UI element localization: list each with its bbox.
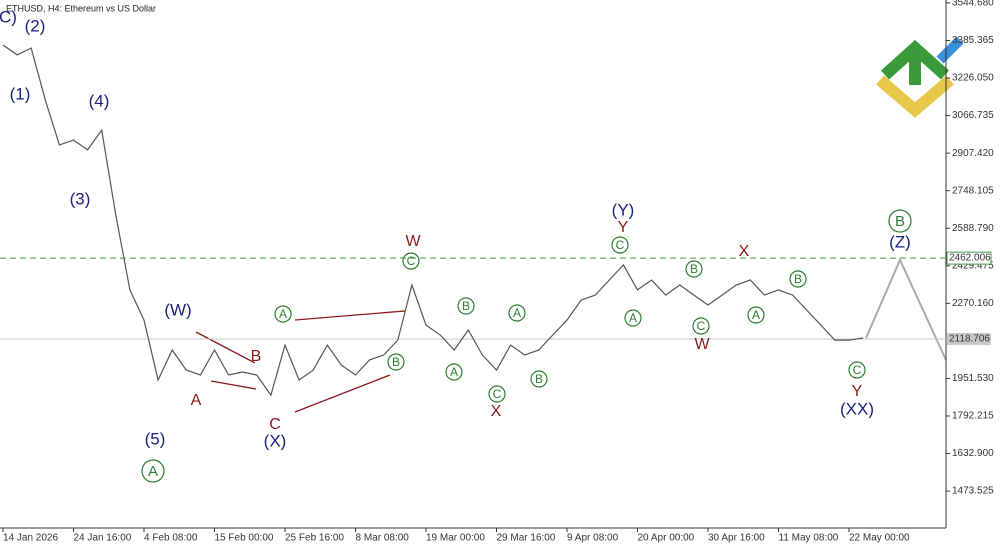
x-tick-label: 24 Jan 16:00: [74, 533, 132, 544]
y-tick-label: 2270.160: [952, 298, 994, 309]
trend-line: [210, 380, 257, 390]
wave-label: C: [697, 319, 706, 333]
wave-label: C: [853, 363, 862, 377]
wave-label: X: [491, 403, 502, 420]
wave-label: (Y): [612, 200, 635, 219]
level-label: 2462.006: [949, 253, 991, 264]
x-tick-label: 4 Feb 08:00: [144, 533, 198, 544]
wave-label: Y: [852, 383, 863, 400]
wave-label: (Z): [889, 232, 911, 251]
wave-circle: [530, 370, 548, 388]
x-tick-label: 9 Apr 08:00: [567, 533, 619, 544]
logo: [876, 36, 964, 118]
wave-circle: [457, 297, 475, 315]
wave-label: B: [794, 272, 802, 286]
current-price-box: [947, 333, 991, 346]
wave-label: B: [392, 355, 400, 369]
wave-label: (4): [89, 91, 110, 110]
x-tick-label: 29 Mar 16:00: [497, 533, 556, 544]
x-tick-label: 11 May 08:00: [779, 533, 839, 544]
y-tick-label: 2748.105: [952, 185, 994, 196]
wave-label: B: [251, 348, 262, 365]
y-tick-label: 2588.790: [952, 223, 994, 234]
wave-circle: [685, 260, 703, 278]
wave-label: (W): [164, 300, 191, 319]
wave-circle: [488, 385, 506, 403]
wave-label: (5): [145, 429, 166, 448]
x-tick-label: 22 May 00:00: [849, 533, 910, 544]
wave-label: C: [616, 238, 625, 252]
x-tick-label: 19 Mar 00:00: [426, 533, 485, 544]
wave-label: (X): [264, 431, 287, 450]
x-tick-label: 20 Apr 00:00: [638, 533, 695, 544]
level-label-box: [946, 251, 992, 265]
wave-label: A: [148, 463, 158, 480]
wave-label: Y: [618, 219, 629, 236]
wave-lines: [195, 310, 406, 413]
wave-circle: [611, 236, 629, 254]
wave-label: W: [405, 233, 421, 250]
wave-label: A: [450, 365, 458, 379]
logo-blue: [936, 36, 964, 64]
wave-circle: [402, 252, 420, 270]
wave-circle: [789, 270, 807, 288]
x-tick-label: 15 Feb 00:00: [215, 533, 274, 544]
wave-circle: [624, 309, 642, 327]
y-tick-label: 1632.900: [952, 448, 994, 459]
wave-circle: [692, 317, 710, 335]
current-price-label: 2118.706: [949, 334, 990, 345]
wave-circle: [445, 363, 463, 381]
wave-label: C: [407, 254, 416, 268]
wave-label: B: [462, 299, 470, 313]
wave-label: (2): [25, 16, 46, 35]
wave-label: A: [513, 306, 521, 320]
trend-line: [195, 331, 256, 364]
wave-label: A: [629, 311, 637, 325]
wave-label: B: [535, 372, 543, 386]
wave-label: C: [493, 387, 502, 401]
wave-circle: [888, 209, 912, 233]
projection: [865, 257, 947, 361]
x-tick-label: 30 Apr 16:00: [708, 533, 765, 544]
y-tick-label: 2907.420: [952, 148, 994, 159]
wave-label: (3): [70, 189, 91, 208]
wave-label: X: [739, 243, 750, 260]
wave-label: A: [191, 392, 202, 409]
wave-circle: [274, 305, 292, 323]
wave-label: C): [0, 7, 17, 26]
y-tick-label: 3226.050: [952, 73, 994, 84]
x-tick-label: 14 Jan 2026: [3, 533, 58, 544]
wave-label: (XX): [840, 399, 874, 418]
wave-label: B: [895, 213, 905, 230]
wave-circle: [747, 306, 765, 324]
price-line: [2, 44, 864, 397]
x-tick-label: 8 Mar 08:00: [356, 533, 410, 544]
trend-line: [294, 310, 406, 321]
y-tick-label: 3385.365: [952, 35, 994, 46]
wave-label: B: [690, 262, 698, 276]
wave-label: A: [279, 307, 287, 321]
wave-circle: [141, 459, 165, 483]
x-tick-label: 25 Feb 16:00: [285, 533, 344, 544]
wave-label: A: [752, 308, 760, 322]
wave-circle: [508, 304, 526, 322]
y-tick-label: 1951.530: [952, 373, 994, 384]
wave-label: C: [269, 416, 281, 433]
wave-label: W: [694, 336, 710, 353]
wave-circle: [848, 361, 866, 379]
logo-yellow: [876, 75, 954, 118]
wave-label: (1): [10, 84, 31, 103]
chart-title: ETHUSD, H4: Ethereum vs US Dollar: [6, 3, 156, 13]
y-tick-label: 3066.735: [952, 110, 994, 121]
y-tick-label: 2429.475: [952, 260, 994, 271]
y-tick-label: 1792.215: [952, 411, 994, 422]
logo-green: [880, 39, 950, 85]
trend-line: [294, 374, 391, 413]
wave-circle: [387, 353, 405, 371]
y-tick-label: 1473.525: [952, 486, 994, 497]
y-tick-label: 3544.680: [952, 0, 994, 9]
